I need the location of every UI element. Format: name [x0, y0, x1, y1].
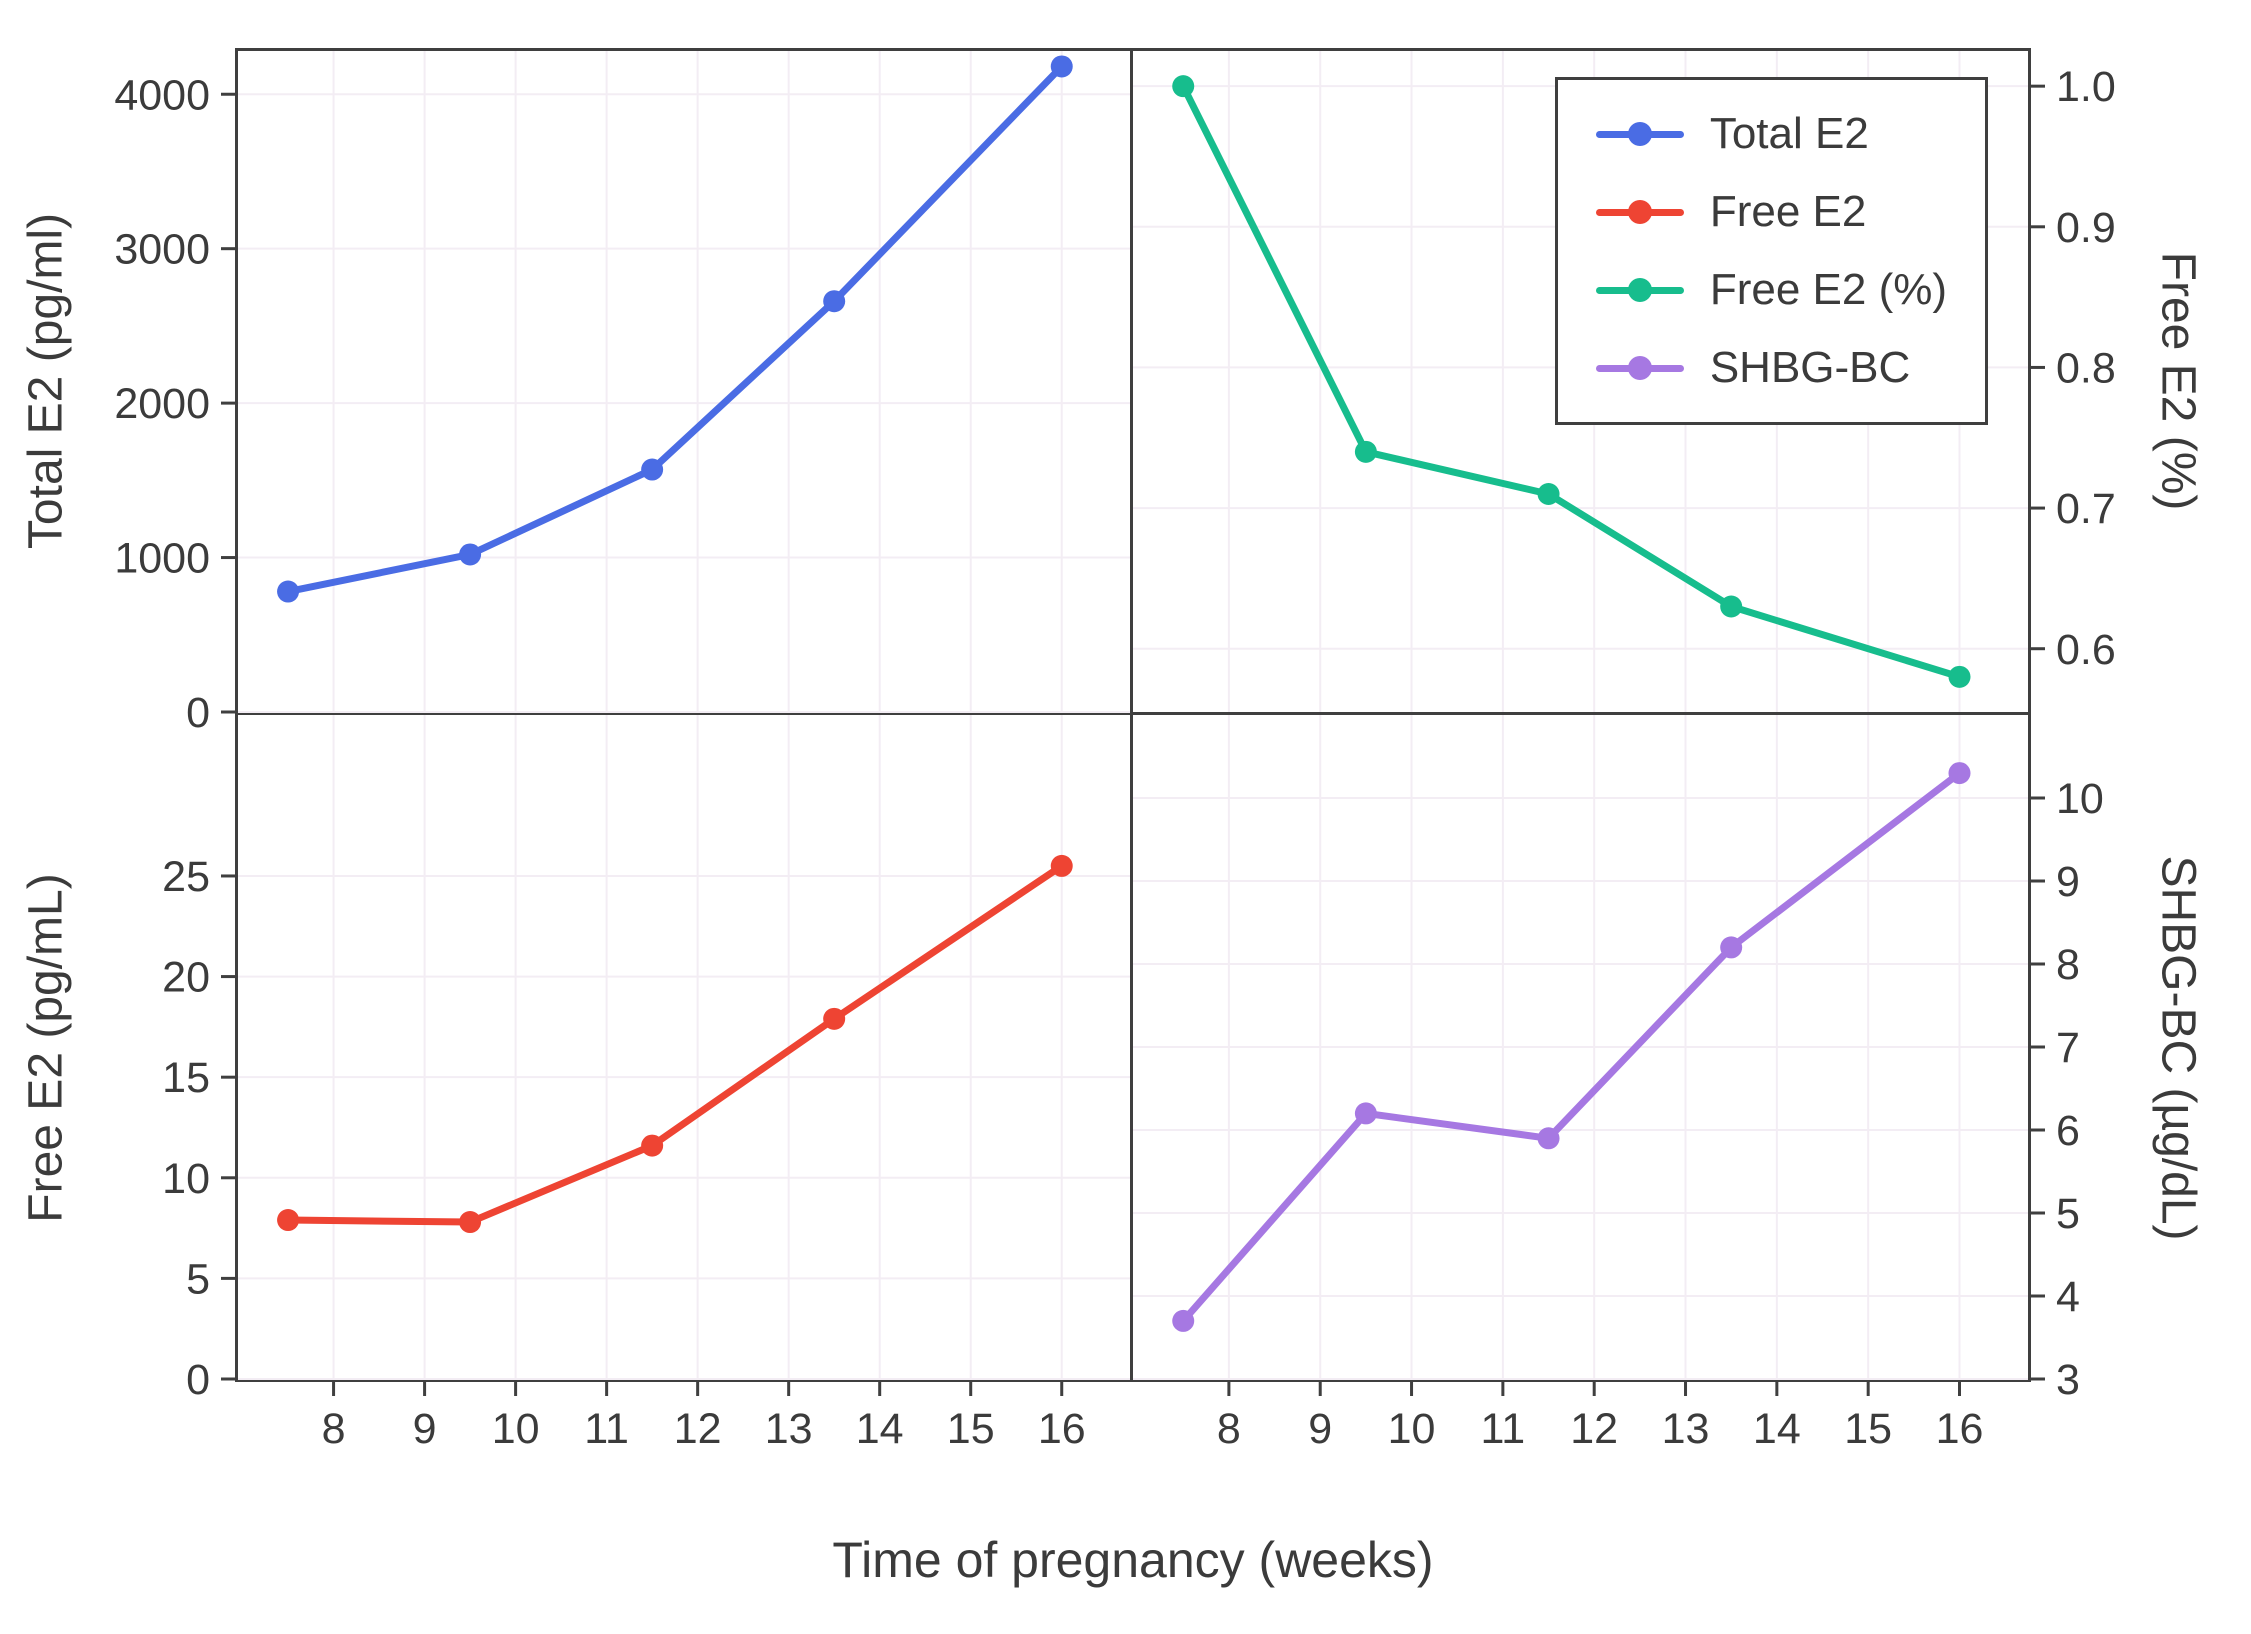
y-axis-label-free-e2-percent: Free E2 (%): [2151, 251, 2205, 511]
svg-text:8: 8: [2056, 941, 2080, 989]
svg-text:0: 0: [186, 1356, 210, 1404]
svg-text:16: 16: [1038, 1405, 1086, 1453]
svg-text:20: 20: [162, 954, 210, 1002]
dot-marker-icon: [1627, 278, 1652, 302]
svg-text:10: 10: [162, 1155, 210, 1203]
figure-grid: 0 1000 2000 3000 4000 Total E2 Free E2 Free …: [114, 48, 2116, 1453]
svg-text:6: 6: [2056, 1107, 2080, 1155]
svg-text:8: 8: [322, 1405, 346, 1453]
svg-text:7: 7: [2056, 1024, 2080, 1072]
svg-text:15: 15: [947, 1405, 995, 1453]
svg-text:1000: 1000: [114, 535, 210, 583]
svg-text:4: 4: [2056, 1273, 2080, 1321]
dot-marker-icon: [1627, 356, 1652, 380]
svg-text:10: 10: [2056, 775, 2104, 823]
svg-text:3000: 3000: [114, 226, 210, 274]
svg-text:5: 5: [2056, 1190, 2080, 1238]
svg-text:0: 0: [186, 689, 210, 737]
legend: Total E2 Free E2 Free E2 (%) SHBG-BC: [1554, 77, 1988, 425]
svg-text:25: 25: [162, 853, 210, 901]
svg-text:14: 14: [856, 1405, 904, 1453]
y-axis-label-free-e2: Free E2 (pg/mL): [19, 873, 73, 1223]
legend-item-shbg-bc: SHBG-BC: [1595, 343, 1947, 392]
panel-free-e2-percent: Total E2 Free E2 Free E2 (%) SHBG-BC 0.6…: [1133, 51, 2116, 715]
svg-text:13: 13: [1662, 1405, 1710, 1453]
svg-text:0.9: 0.9: [2056, 204, 2116, 252]
y-axis-label-total-e2: Total E2 (pg/ml): [19, 212, 73, 550]
line-marker-icon: [1595, 200, 1684, 224]
legend-item-free-e2: Free E2: [1595, 187, 1947, 236]
legend-item-total-e2: Total E2: [1595, 109, 1947, 158]
panel-free-e2: 0 5 10 15 20 25 8 9 10 11 12 13 14 15 16: [162, 715, 1133, 1453]
svg-text:13: 13: [765, 1405, 813, 1453]
x-axis-label: Time of pregnancy (weeks): [832, 1532, 1434, 1588]
legend-item-label: Free E2 (%): [1709, 265, 1947, 314]
svg-text:9: 9: [2056, 858, 2080, 906]
svg-text:11: 11: [1481, 1405, 1526, 1453]
svg-text:10: 10: [1388, 1405, 1436, 1453]
svg-text:2000: 2000: [114, 380, 210, 428]
line-marker-icon: [1595, 122, 1684, 146]
dot-marker-icon: [1627, 122, 1652, 146]
legend-item-free-e2-percent: Free E2 (%): [1595, 265, 1947, 314]
svg-text:0.7: 0.7: [2056, 485, 2116, 533]
svg-text:15: 15: [162, 1054, 210, 1102]
svg-text:0.6: 0.6: [2056, 626, 2116, 674]
svg-text:10: 10: [492, 1405, 540, 1453]
svg-text:8: 8: [1217, 1405, 1241, 1453]
svg-text:12: 12: [674, 1405, 722, 1453]
svg-text:16: 16: [1936, 1405, 1984, 1453]
svg-text:3: 3: [2056, 1356, 2080, 1404]
panel-total-e2: 0 1000 2000 3000 4000: [114, 51, 1133, 737]
line-marker-icon: [1595, 278, 1684, 302]
legend-item-label: Total E2: [1709, 109, 1869, 158]
legend-item-label: SHBG-BC: [1709, 343, 1911, 392]
dot-marker-icon: [1627, 200, 1652, 224]
svg-text:9: 9: [1308, 1405, 1332, 1453]
svg-text:12: 12: [1570, 1405, 1618, 1453]
svg-text:14: 14: [1753, 1405, 1801, 1453]
legend-item-label: Free E2: [1709, 187, 1867, 236]
svg-text:11: 11: [584, 1405, 629, 1453]
svg-text:4000: 4000: [114, 71, 210, 119]
panel-shbg-bc: 3 4 5 6 7 8 9 10 8 9 10 11 12 13 14 15 16: [1133, 715, 2104, 1453]
line-marker-icon: [1595, 356, 1684, 380]
svg-text:9: 9: [413, 1405, 437, 1453]
svg-text:0.8: 0.8: [2056, 344, 2116, 392]
svg-text:5: 5: [186, 1255, 210, 1303]
y-axis-label-shbg-bc: SHBG-BC (µg/dL): [2151, 855, 2205, 1241]
svg-text:15: 15: [1844, 1405, 1892, 1453]
svg-text:1.0: 1.0: [2056, 63, 2116, 111]
